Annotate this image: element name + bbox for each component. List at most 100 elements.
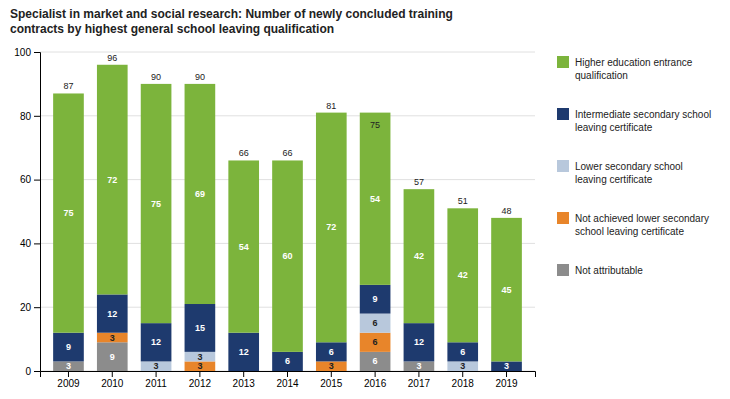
plot: 3963333633639121215126691263757275695460… xyxy=(14,47,535,389)
tick: 0 xyxy=(25,366,40,377)
tick-mark xyxy=(462,371,463,377)
tick: 2019 xyxy=(495,371,518,389)
tick-label: 2009 xyxy=(57,378,80,389)
tick-label: 60 xyxy=(20,174,32,185)
data-label: 15 xyxy=(195,323,205,333)
y-axis: 0 20 40 60 80 100 xyxy=(14,47,40,377)
bars xyxy=(53,65,522,371)
data-label: 72 xyxy=(107,175,117,185)
tick-mark xyxy=(34,243,40,244)
legend-swatch xyxy=(557,108,569,120)
data-label: 75 xyxy=(151,199,161,209)
legend-label: Intermediate secondary school leaving cer… xyxy=(575,109,711,133)
chart: Specialist in market and social research… xyxy=(0,0,730,399)
tick: 2013 xyxy=(233,371,256,389)
bar-segment xyxy=(360,285,391,314)
tick: 2014 xyxy=(276,371,299,389)
tick: 20 xyxy=(20,302,40,313)
total-label: 90 xyxy=(195,72,205,82)
bar-segment xyxy=(316,113,347,343)
tick-label: 80 xyxy=(20,111,32,122)
legend-label-line: Not attributable xyxy=(575,265,643,276)
tick-mark xyxy=(112,371,113,377)
data-label: 3 xyxy=(197,352,202,362)
bar-segment xyxy=(360,352,391,371)
bar-segment xyxy=(447,208,478,342)
bar-segment xyxy=(141,361,172,371)
legend-label: Lower secondary schoolleaving certificat… xyxy=(575,161,683,185)
legend-label-line: leaving certificate xyxy=(575,122,653,133)
title: Specialist in market and social research… xyxy=(10,7,453,36)
legend-swatch xyxy=(557,160,569,172)
legend: Higher education entrancequalification In… xyxy=(557,56,711,276)
tick-label: 20 xyxy=(20,302,32,313)
bar-segment xyxy=(404,189,435,323)
data-label: 3 xyxy=(66,361,71,371)
legend-label: Not attributable xyxy=(575,265,643,276)
bar-segment xyxy=(97,333,128,343)
bar-segment xyxy=(185,352,216,362)
tick: 2016 xyxy=(364,371,387,389)
bar-segment xyxy=(185,361,216,371)
tick-label: 2012 xyxy=(189,378,212,389)
bar-segment xyxy=(141,84,172,323)
legend-item: Higher education entrancequalification xyxy=(557,56,693,81)
tick-label: 0 xyxy=(25,366,31,377)
total-label: 75 xyxy=(370,120,380,130)
bar-segment xyxy=(404,361,435,371)
tick-label: 2017 xyxy=(408,378,431,389)
bar-segment xyxy=(185,304,216,352)
tick-mark xyxy=(34,371,40,372)
data-label: 6 xyxy=(285,356,290,366)
data-label: 6 xyxy=(373,318,378,328)
tick-label: 2015 xyxy=(320,378,343,389)
title-line: Specialist in market and social research… xyxy=(10,7,453,21)
data-label: 72 xyxy=(326,222,336,232)
data-label: 3 xyxy=(154,361,159,371)
data-label: 3 xyxy=(460,361,465,371)
legend-item: Not achieved lower secondaryschool leavi… xyxy=(557,212,709,237)
tick-mark xyxy=(287,371,288,377)
tick: 2018 xyxy=(452,371,475,389)
bar-segment xyxy=(53,333,84,362)
tick-mark xyxy=(418,371,419,377)
tick: 2011 xyxy=(145,371,167,389)
tick-mark xyxy=(34,52,40,53)
tick: 2012 xyxy=(189,371,212,389)
data-label: 54 xyxy=(370,194,380,204)
tick-mark xyxy=(331,371,332,377)
total-label: 57 xyxy=(414,177,424,187)
total-label: 81 xyxy=(326,101,336,111)
bar-segment xyxy=(491,361,522,371)
x-axis: 2009201020112012201320142015201620172018… xyxy=(41,371,536,389)
data-label: 3 xyxy=(197,361,202,371)
bar-segment xyxy=(404,323,435,361)
data-label: 3 xyxy=(110,333,115,343)
axis-line xyxy=(34,53,41,372)
legend-swatch xyxy=(557,264,569,276)
total-label: 48 xyxy=(502,206,512,216)
title-line: contracts by highest general school leav… xyxy=(10,22,334,36)
bar-segment xyxy=(185,84,216,304)
legend-item: Not attributable xyxy=(557,264,643,276)
tick: 100 xyxy=(14,47,40,58)
bar-segment xyxy=(228,333,259,371)
data-label: 6 xyxy=(460,347,465,357)
total-label: 66 xyxy=(282,148,292,158)
tick-mark xyxy=(34,307,40,308)
bar-segment xyxy=(53,361,84,371)
data-label: 12 xyxy=(414,337,424,347)
legend-label-line: Intermediate secondary school xyxy=(575,109,711,120)
data-label: 3 xyxy=(329,361,334,371)
data-label: 60 xyxy=(282,251,292,261)
data-label: 9 xyxy=(373,294,378,304)
legend-label-line: qualification xyxy=(575,70,628,81)
total-label: 96 xyxy=(107,53,117,63)
legend-label-line: leaving certificate xyxy=(575,174,653,185)
bar-segment xyxy=(272,160,303,351)
data-label: 3 xyxy=(504,361,509,371)
legend-label-line: Not achieved lower secondary xyxy=(575,213,709,224)
tick-mark xyxy=(156,371,157,377)
tick-label: 40 xyxy=(20,238,32,249)
tick-label: 2016 xyxy=(364,378,387,389)
